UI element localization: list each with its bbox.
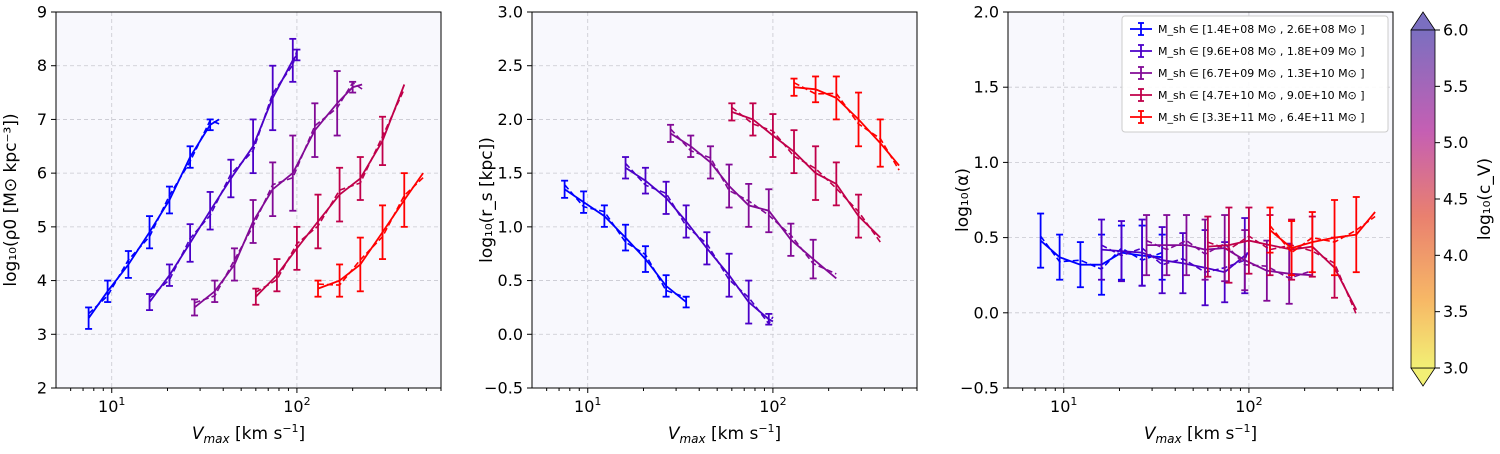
x-tick-exp: 2 [1256, 395, 1263, 408]
y-tick-label: 0.0 [974, 303, 999, 322]
x-tick-label: 101 [574, 395, 601, 416]
x-axis-label: Vmax [km s−1] [1144, 422, 1257, 446]
legend-box [1121, 15, 1389, 133]
x-tick-exp: 1 [1070, 395, 1077, 408]
x-tick-base: 10 [98, 397, 118, 416]
x-tick-base: 10 [283, 397, 303, 416]
colorbar-extend-bottom [1410, 367, 1436, 387]
xlabel-end: ] [775, 424, 782, 444]
y-tick-label: 2.0 [974, 3, 999, 22]
y-tick-label: 9 [37, 3, 47, 22]
colorbar-tick-label: 5.5 [1443, 77, 1468, 96]
x-tick-label: 101 [98, 395, 125, 416]
xlabel-v: V [1144, 424, 1157, 444]
y-tick-label: 1.5 [498, 164, 523, 183]
x-tick-base: 10 [759, 397, 779, 416]
y-tick-label: 2 [37, 379, 47, 398]
plot-background [56, 12, 441, 388]
y-tick-label: 8 [37, 56, 47, 75]
x-tick-label: 101 [1050, 395, 1077, 416]
axes-frame [1007, 11, 1394, 389]
x-tick-label: 102 [1235, 395, 1262, 416]
series-dashed-line [793, 81, 900, 171]
y-tick-label: 3.0 [498, 3, 523, 22]
y-tick-label: 0.5 [498, 271, 523, 290]
x-tick-exp: 1 [118, 395, 125, 408]
colorbar-tick-label: 3.5 [1443, 302, 1468, 321]
colorbar-gradient [1410, 29, 1436, 369]
series-dashed-line [1207, 235, 1358, 315]
x-axis-label: Vmax [km s−1] [668, 422, 781, 446]
xlabel-exp: −1 [282, 422, 298, 435]
colorbar-tick-label: 3.0 [1443, 359, 1468, 378]
series-line [317, 172, 424, 290]
x-axis-label: Vmax [km s−1] [192, 422, 305, 446]
x-tick-exp: 2 [780, 395, 787, 408]
y-tick-label: 1.5 [974, 78, 999, 97]
x-tick-base: 10 [1050, 397, 1070, 416]
axes-frame [55, 11, 442, 389]
x-tick-exp: 1 [594, 395, 601, 408]
x-tick-label: 102 [283, 395, 310, 416]
series-dashed-line [1269, 215, 1376, 254]
y-tick-label: 3 [37, 325, 47, 344]
colorbar-tick-label: 4.0 [1443, 246, 1468, 265]
y-tick-label: 0.5 [974, 228, 999, 247]
axes-frame [531, 11, 918, 389]
legend-label: M_sh ∈ [4.7E+10 M⊙ , 9.0E+10 M⊙ ] [1158, 89, 1365, 102]
x-tick-exp: 2 [304, 395, 311, 408]
colorbar-tick-label: 4.5 [1443, 190, 1468, 209]
xlabel-unit: [km s [230, 424, 283, 444]
x-tick-label: 102 [759, 395, 786, 416]
y-axis-label: log₁₀(α) [953, 168, 973, 232]
data-layer [85, 37, 1376, 330]
legend: M_sh ∈ [1.4E+08 M⊙ , 2.6E+08 M⊙ ] M_sh ∈ … [1121, 15, 1389, 133]
series-dashed-line [255, 88, 406, 293]
xlabel-sub: max [679, 432, 706, 446]
colorbar-label: log₁₀(c_V) [1475, 158, 1495, 240]
xlabel-unit: [km s [706, 424, 759, 444]
y-tick-label: 1.0 [498, 217, 523, 236]
legend-label: M_sh ∈ [6.7E+09 M⊙ , 1.3E+10 M⊙ ] [1158, 67, 1365, 80]
xlabel-exp: −1 [1234, 422, 1250, 435]
legend-label: M_sh ∈ [3.3E+11 M⊙ , 6.4E+11 M⊙ ] [1158, 111, 1365, 124]
series-dashed-line [317, 177, 424, 286]
series-dashed-line [88, 119, 220, 315]
y-tick-label: 2.5 [498, 56, 523, 75]
y-tick-label: 5 [37, 217, 47, 236]
series-dashed-line [1146, 239, 1313, 280]
colorbar: 3.0 3.5 4.0 4.5 5.0 5.5 6.0 log₁₀(c_V) [1410, 11, 1495, 387]
y-tick-label: 6 [37, 164, 47, 183]
plot-background [532, 12, 917, 388]
xlabel-v: V [668, 424, 681, 444]
y-tick-label: 4 [37, 271, 47, 290]
x-tick-base: 10 [574, 397, 594, 416]
y-axis-label: log₁₀(r_s [kpc]) [477, 137, 497, 263]
xlabel-sub: max [1155, 432, 1182, 446]
legend-label: M_sh ∈ [9.6E+08 M⊙ , 1.8E+09 M⊙ ] [1158, 45, 1365, 58]
xlabel-end: ] [1251, 424, 1258, 444]
xlabel-sub: max [203, 432, 230, 446]
series-dashed-line [731, 106, 881, 243]
series-line [1269, 211, 1376, 250]
legend-label: M_sh ∈ [1.4E+08 M⊙ , 2.6E+08 M⊙ ] [1158, 23, 1365, 36]
x-tick-base: 10 [1235, 397, 1255, 416]
y-tick-label: 1.0 [974, 153, 999, 172]
colorbar-tick-label: 6.0 [1443, 21, 1468, 40]
y-tick-label: 0.0 [498, 325, 523, 344]
series-dashed-line [194, 81, 363, 304]
y-tick-label: 2.0 [498, 110, 523, 129]
y-tick-label: −0.5 [960, 379, 999, 398]
series-line [255, 84, 406, 298]
colorbar-tick-label: 5.0 [1443, 133, 1468, 152]
y-tick-label: −0.5 [484, 379, 523, 398]
y-tick-label: 7 [37, 110, 47, 129]
xlabel-unit: [km s [1182, 424, 1235, 444]
y-axis-label: log₁₀(ρ0 [M⊙ kpc⁻³]) [1, 113, 21, 286]
xlabel-end: ] [299, 424, 306, 444]
xlabel-v: V [192, 424, 205, 444]
xlabel-exp: −1 [758, 422, 774, 435]
colorbar-extend-top [1410, 11, 1436, 31]
